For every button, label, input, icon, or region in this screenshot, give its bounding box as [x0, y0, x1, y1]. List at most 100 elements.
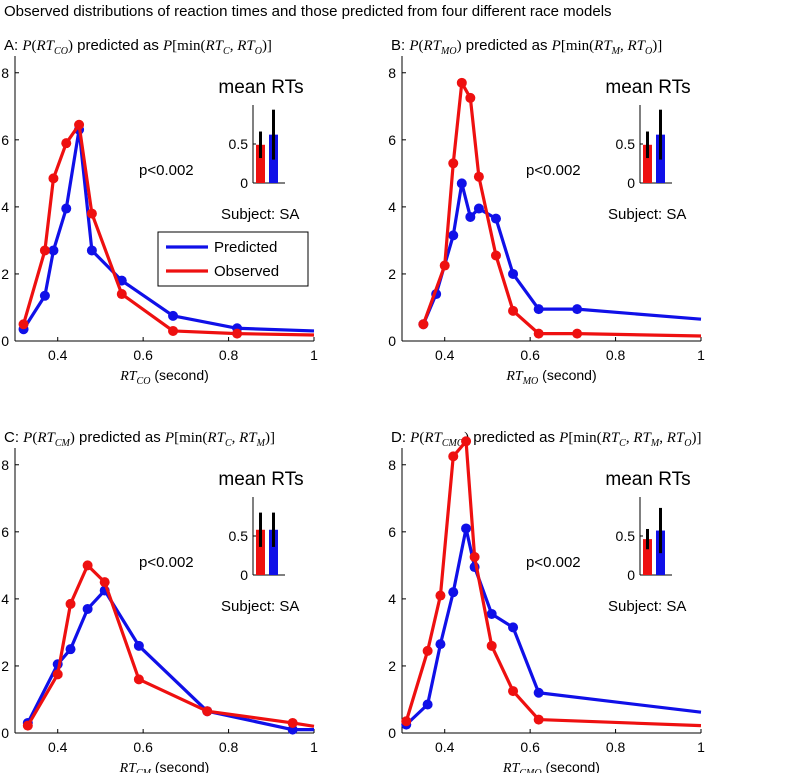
data-point-observed [232, 328, 243, 339]
xlabel-subscript: CO [137, 376, 151, 387]
data-point-observed [65, 598, 76, 609]
data-point-predicted [508, 268, 519, 279]
x-tick-label: 0.4 [435, 347, 455, 363]
series-line-observed [404, 439, 702, 728]
title-math: P [408, 38, 418, 54]
data-point-predicted [508, 622, 519, 633]
title-math: , [230, 38, 238, 54]
title-math: )] [265, 430, 275, 446]
inset-bar-observed [643, 539, 652, 575]
inset-y-tick-label: 0 [240, 567, 248, 583]
x-tick-label: 0.4 [48, 739, 68, 755]
x-tick-label: 0.6 [133, 739, 153, 755]
y-tick-label: 6 [1, 132, 9, 148]
data-point-predicted [448, 230, 459, 241]
inset-bar-predicted [269, 529, 278, 575]
title-math: RT [601, 430, 621, 446]
y-tick-label: 8 [388, 457, 396, 473]
data-point-observed [533, 714, 544, 725]
x-tick-label: 0.6 [133, 347, 153, 363]
data-point-predicted [82, 603, 93, 614]
data-point-predicted [133, 640, 144, 651]
inset-bar-observed [256, 144, 265, 183]
series-line-predicted [421, 181, 702, 325]
data-point-observed [82, 560, 93, 571]
title-math: ( [32, 430, 37, 446]
title-math: RT [423, 38, 443, 54]
x-axis-label: RTCO (second) [119, 367, 209, 387]
x-axis-label: RTCM (second) [119, 759, 210, 773]
title-subscript: C [225, 438, 232, 449]
x-axis-label: RTCMO (second) [502, 759, 600, 773]
title-math: , [232, 430, 240, 446]
data-point-observed [48, 173, 59, 184]
data-point-predicted [533, 687, 544, 698]
data-point-observed [533, 328, 544, 339]
subject-label: Subject: SA [608, 206, 686, 223]
data-point-observed [61, 138, 72, 149]
title-math: RT [206, 430, 226, 446]
data-point-predicted [435, 639, 446, 650]
title-math: P [551, 38, 561, 54]
data-point-observed [473, 171, 484, 182]
inset-title: mean RTs [218, 77, 303, 98]
data-point-observed [508, 686, 519, 697]
x-axis-label: RTMO (second) [505, 367, 596, 387]
title-text: predicted as [75, 429, 165, 446]
y-tick-label: 2 [388, 266, 396, 282]
title-math: P [21, 38, 31, 54]
inset-title: mean RTs [605, 469, 690, 490]
inset-y-tick-label: 0.5 [616, 528, 636, 544]
panel-letter: C: [4, 429, 23, 446]
title-text: predicted as [462, 37, 552, 54]
title-subscript: M [256, 438, 266, 449]
title-math: RT [632, 430, 652, 446]
inset-title: mean RTs [218, 469, 303, 490]
p-value: p<0.002 [139, 554, 194, 571]
panel-title: C: P(RTCM) predicted as P[min(RTC, RTM)] [4, 429, 275, 449]
title-math: ( [32, 38, 37, 54]
xlabel-var: RT [119, 369, 138, 384]
data-point-observed [52, 669, 63, 680]
title-math: P [162, 38, 172, 54]
title-math: RT [666, 430, 686, 446]
data-point-observed [116, 289, 127, 300]
x-tick-label: 1 [310, 347, 318, 363]
y-tick-label: 8 [388, 65, 396, 81]
title-subscript: CM [55, 438, 71, 449]
data-point-predicted [533, 304, 544, 315]
inset-y-tick-label: 0.5 [229, 528, 249, 544]
x-tick-label: 1 [697, 739, 705, 755]
data-point-observed [469, 551, 480, 562]
p-value: p<0.002 [526, 162, 581, 179]
y-tick-label: 6 [1, 524, 9, 540]
y-tick-label: 6 [388, 132, 396, 148]
title-math: RT [236, 38, 256, 54]
title-text: predicted as [469, 429, 559, 446]
title-math: P [409, 430, 419, 446]
inset-bar-observed [643, 144, 652, 183]
data-point-predicted [572, 304, 583, 315]
x-tick-label: 0.8 [606, 347, 626, 363]
p-value: p<0.002 [526, 554, 581, 571]
title-math: RT [36, 38, 56, 54]
p-value: p<0.002 [139, 162, 194, 179]
title-subscript: O [255, 46, 262, 57]
title-math: RT [238, 430, 258, 446]
x-tick-label: 0.6 [520, 739, 540, 755]
data-point-predicted [465, 211, 476, 222]
title-subscript: M [611, 46, 621, 57]
title-text: predicted as [73, 37, 163, 54]
inset-y-tick-label: 0 [627, 175, 635, 191]
xlabel-unit: (second) [151, 759, 209, 773]
title-math: ( [419, 38, 424, 54]
xlabel-var: RT [119, 761, 138, 773]
data-point-predicted [456, 178, 467, 189]
inset-y-tick-label: 0.5 [616, 136, 636, 152]
xlabel-subscript: CM [136, 768, 152, 773]
inset-y-tick-label: 0 [627, 567, 635, 583]
x-tick-label: 0.4 [435, 739, 455, 755]
y-tick-label: 0 [388, 333, 396, 349]
title-math: ( [419, 430, 424, 446]
panel-a: A: P(RTCO) predicted as P[min(RTC, RTO)]… [1, 37, 318, 387]
